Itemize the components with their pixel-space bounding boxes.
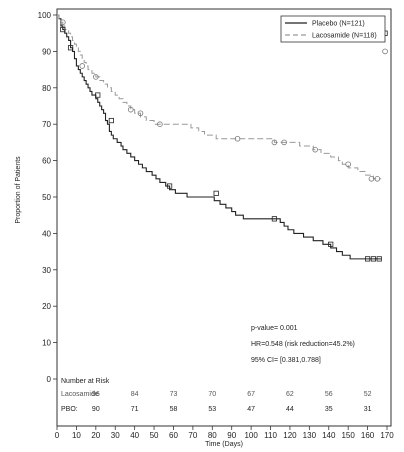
legend: Placebo (N=121) Lacosamide (N=118) (280, 15, 386, 43)
censor-marks (60, 19, 388, 262)
censor-mark-lacosamide (60, 19, 66, 26)
risk-count-lacosamide: 84 (131, 391, 139, 398)
risk-count-lacosamide: 62 (286, 391, 294, 398)
risk-count-placebo: 71 (131, 406, 139, 413)
censor-mark-lacosamide (93, 74, 99, 80)
censor-mark-lacosamide (382, 48, 388, 55)
censor-mark-placebo (271, 216, 278, 222)
legend-placebo-label: Placebo (N=121) (312, 21, 365, 28)
x-tick-label: 90 (227, 431, 236, 440)
censor-mark-placebo (95, 92, 101, 98)
x-tick-label: 110 (264, 431, 277, 440)
p-value-text: p-value= 0.001 (251, 325, 298, 332)
risk-count-placebo: 31 (364, 406, 372, 413)
risk-count-lacosamide: 70 (208, 391, 216, 398)
y-tick-label: 10 (42, 339, 51, 348)
x-tick-label: 0 (55, 431, 60, 440)
x-tick-label: 60 (169, 431, 178, 440)
censor-mark-lacosamide (345, 161, 351, 168)
y-tick-label: 20 (42, 302, 51, 311)
risk-count-placebo: 53 (208, 406, 216, 413)
x-tick-label: 120 (283, 431, 297, 440)
censor-mark-lacosamide (271, 139, 278, 146)
x-axis-label: Time (Days) (205, 441, 243, 448)
hazard-ratio-text: HR=0.548 (risk reduction=45.2%) (251, 341, 355, 348)
legend-box (280, 15, 386, 43)
legend-lacosamide-label: Lacosamide (N=118) (312, 33, 377, 40)
y-tick-label: 90 (42, 47, 51, 56)
censor-mark-placebo (67, 45, 74, 51)
risk-count-lacosamide: 73 (170, 391, 178, 398)
stats-block: p-value= 0.001 HR=0.548 (risk reduction=… (251, 325, 355, 364)
censor-mark-placebo (60, 26, 66, 33)
risk-count-lacosamide: 56 (325, 391, 333, 398)
x-tick-label: 150 (341, 431, 355, 440)
plot-frame (56, 8, 392, 427)
risk-count-lacosamide: 96 (92, 391, 100, 398)
x-tick-label: 80 (208, 431, 217, 440)
censor-mark-lacosamide (281, 139, 287, 146)
series-line-lacosamide (57, 14, 382, 180)
y-tick-label: 80 (42, 84, 51, 93)
y-tick-label: 30 (42, 266, 51, 275)
risk-counts: 96 84 73 70 67 62 56 52 90 71 58 53 47 44 35 31 (92, 391, 372, 413)
y-tick-label: 50 (42, 193, 51, 202)
x-tick-label: 140 (322, 431, 336, 440)
x-tick-label: 50 (150, 431, 159, 440)
risk-count-placebo: 58 (170, 406, 178, 413)
risk-count-placebo: 90 (92, 406, 100, 413)
risk-count-placebo: 35 (325, 406, 333, 413)
censor-mark-lacosamide (312, 146, 318, 153)
y-axis-label: Proportion of Patients (15, 156, 22, 224)
risk-count-placebo: 44 (286, 406, 294, 413)
y-tick-label: 0 (47, 375, 52, 384)
x-tick-label: 100 (244, 431, 258, 440)
x-tick-label: 20 (91, 431, 100, 440)
series-line-placebo (57, 14, 382, 260)
x-tick-label: 70 (188, 431, 197, 440)
censor-mark-lacosamide (137, 110, 144, 117)
y-tick-label: 100 (38, 11, 52, 20)
x-tick-labels: 0 10 20 30 40 50 60 70 80 90 100 110 120 130 140 150 160… (55, 431, 394, 440)
risk-count-lacosamide: 52 (364, 391, 372, 398)
axis-ticks (53, 14, 388, 430)
x-tick-label: 10 (72, 431, 81, 440)
censor-mark-placebo (213, 190, 219, 196)
risk-table: Number at Risk Lacosamide PBO: 96 84 73 70 6… (61, 378, 372, 413)
censor-mark-lacosamide (374, 176, 381, 182)
censor-mark-placebo (376, 256, 382, 262)
risk-count-lacosamide: 67 (247, 391, 255, 398)
censor-mark-lacosamide (234, 135, 241, 142)
risk-count-placebo: 47 (247, 406, 255, 413)
y-tick-labels: 0 10 20 30 40 50 60 70 80 90 100 (38, 11, 52, 384)
censor-mark-placebo (166, 183, 173, 189)
censor-mark-placebo (328, 241, 334, 247)
x-tick-label: 130 (303, 431, 317, 440)
x-tick-label: 170 (380, 431, 394, 440)
censor-mark-placebo (364, 256, 371, 262)
y-tick-label: 70 (42, 120, 51, 129)
series-group (57, 14, 382, 260)
x-tick-label: 40 (130, 431, 139, 440)
x-tick-label: 160 (361, 431, 375, 440)
x-tick-label: 30 (111, 431, 120, 440)
censor-mark-lacosamide (127, 106, 134, 113)
risk-table-title: Number at Risk (61, 378, 110, 385)
censor-mark-lacosamide (157, 121, 163, 127)
risk-row-lacosamide-label: Lacosamide (61, 391, 99, 398)
censor-mark-placebo (108, 117, 114, 124)
y-tick-label: 60 (42, 157, 51, 166)
censor-mark-placebo (370, 256, 377, 262)
confidence-interval-text: 95% CI= [0.381,0.788] (251, 357, 321, 364)
risk-row-placebo-label: PBO: (61, 406, 78, 413)
y-tick-label: 40 (42, 229, 51, 238)
censor-mark-lacosamide (79, 63, 86, 69)
censor-mark-lacosamide (368, 176, 375, 182)
